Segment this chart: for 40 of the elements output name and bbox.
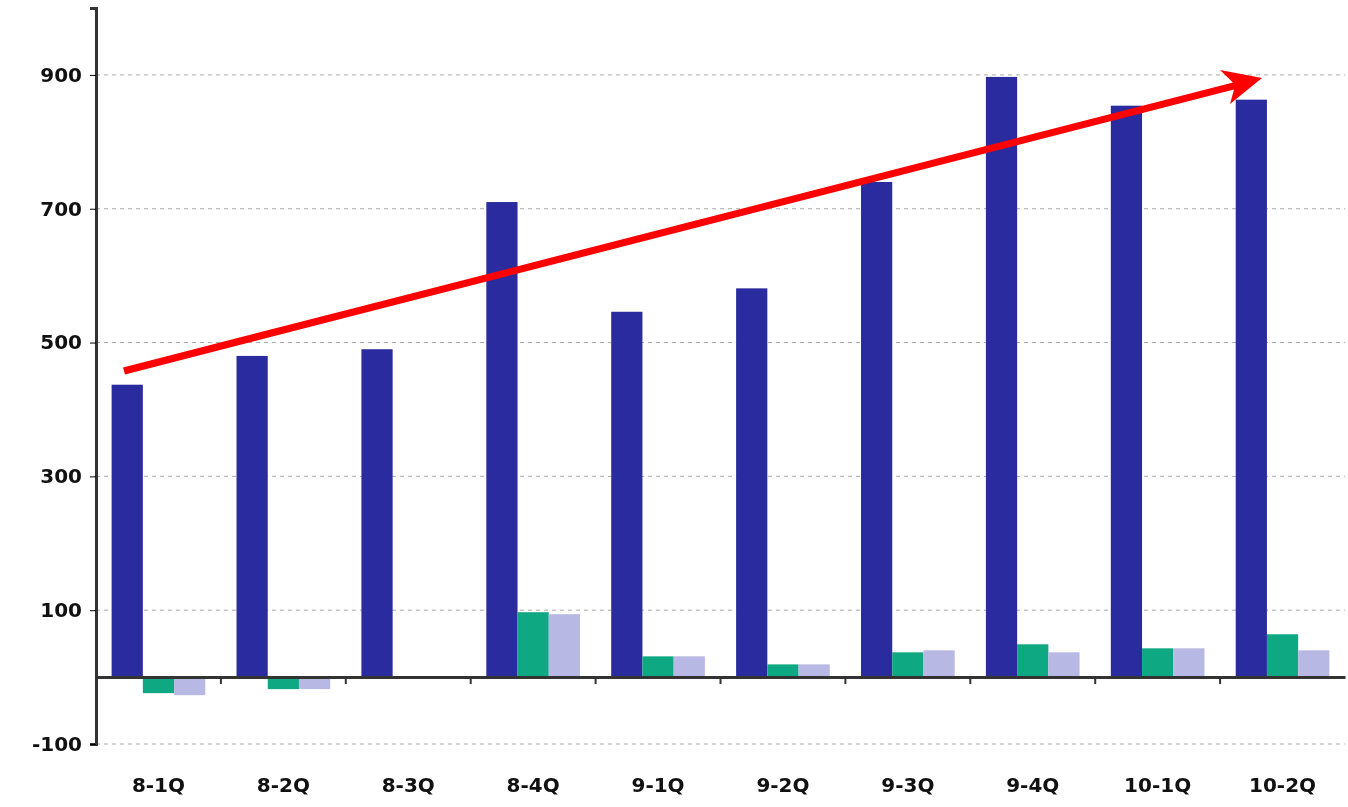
bar	[1110, 105, 1143, 678]
x-tick-label: 8-4Q	[506, 773, 560, 797]
y-tick-label: 900	[40, 62, 82, 87]
bar	[361, 349, 393, 678]
y-tick-label: 500	[40, 330, 82, 355]
bar	[1298, 650, 1330, 678]
y-tick-label: -100	[31, 731, 82, 756]
bar	[1173, 648, 1205, 678]
x-tick-label: 8-1Q	[131, 773, 186, 797]
bar	[736, 288, 768, 678]
x-tick-label: 8-2Q	[256, 773, 310, 797]
x-tick-label: 9-3Q	[881, 773, 935, 797]
bar	[236, 355, 268, 678]
bar	[1017, 644, 1049, 678]
x-tick-label: 9-1Q	[631, 773, 685, 797]
y-tick-label: 300	[40, 464, 82, 489]
bar	[1266, 634, 1299, 678]
bar	[767, 664, 799, 678]
x-tick-label: 9-2Q	[756, 773, 810, 797]
bar	[985, 76, 1018, 678]
y-tick-label: 100	[40, 598, 82, 623]
bar	[486, 202, 518, 678]
bar	[861, 181, 893, 678]
bar	[1235, 99, 1267, 678]
x-tick-label: 9-4Q	[1006, 773, 1060, 797]
y-tick-label: 700	[40, 196, 82, 221]
bar	[1048, 652, 1080, 678]
bar	[548, 614, 580, 678]
bar	[798, 664, 830, 678]
x-tick-label: 8-3Q	[381, 773, 435, 797]
bar	[1142, 648, 1174, 678]
bar	[517, 612, 549, 678]
bar	[892, 652, 924, 678]
bar	[111, 384, 143, 678]
x-tick-label: 10-2Q	[1249, 773, 1317, 797]
bar	[673, 656, 705, 678]
bar	[611, 311, 643, 678]
bar	[642, 656, 674, 678]
bar	[923, 650, 955, 678]
x-tick-label: 10-1Q	[1124, 773, 1192, 797]
